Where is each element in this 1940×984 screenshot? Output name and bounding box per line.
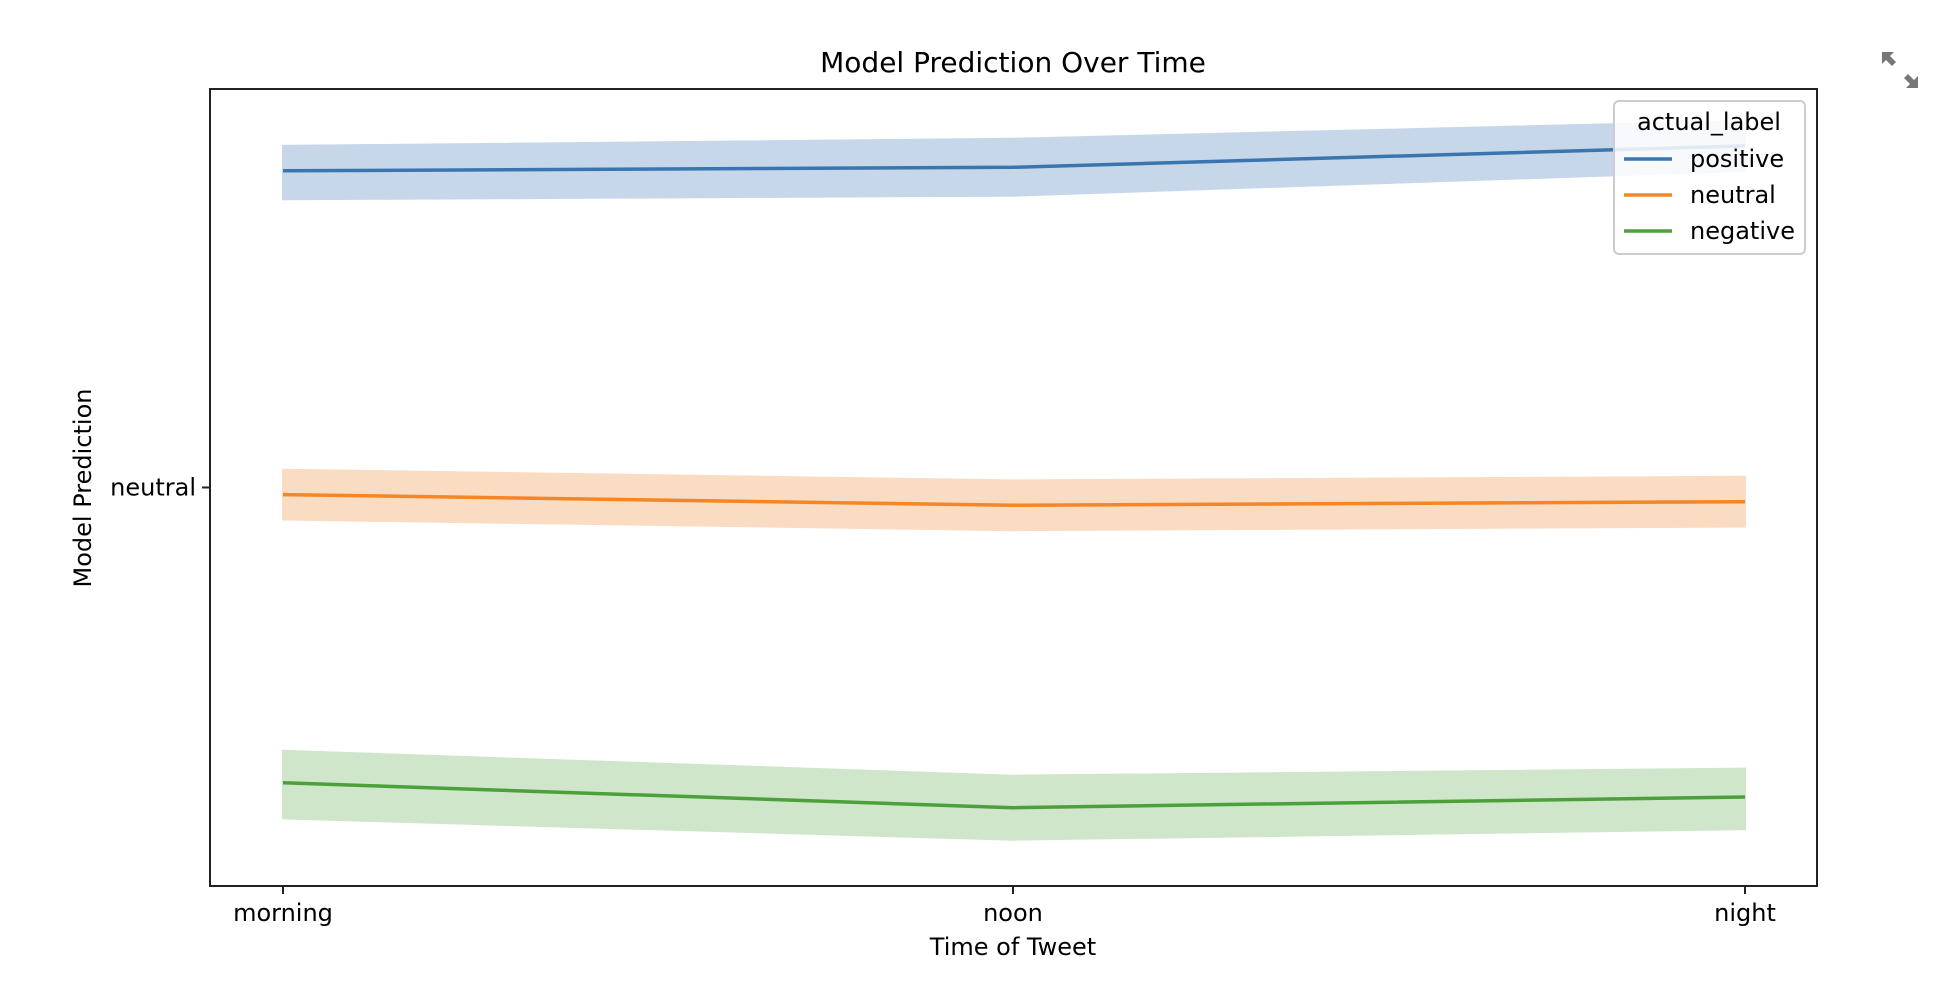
x-axis-label: Time of Tweet — [929, 933, 1096, 961]
series-lines — [282, 144, 1746, 810]
x-tick-label-night: night — [1714, 899, 1776, 927]
y-axis: neutral — [110, 474, 210, 502]
x-axis: morning noon night — [233, 886, 1776, 927]
legend-label-negative: negative — [1690, 217, 1795, 245]
expand-icon[interactable] — [1880, 50, 1920, 90]
legend-label-positive: positive — [1690, 145, 1784, 173]
series-line-neutral — [282, 492, 1746, 508]
legend-title: actual_label — [1637, 108, 1781, 136]
x-tick-label-noon: noon — [983, 899, 1043, 927]
chart-title: Model Prediction Over Time — [820, 46, 1206, 79]
series-line-positive — [282, 144, 1746, 173]
series-line-negative — [282, 781, 1746, 810]
y-tick-label-neutral: neutral — [110, 474, 196, 502]
x-tick-label-morning: morning — [233, 899, 333, 927]
ci-band-negative — [282, 749, 1746, 841]
ci-band-positive — [282, 119, 1746, 201]
legend: actual_label positive neutral negative — [1613, 100, 1806, 255]
legend-label-neutral: neutral — [1690, 181, 1776, 209]
legend-box — [1613, 100, 1806, 255]
ci-band-neutral — [282, 468, 1746, 532]
y-axis-label: Model Prediction — [69, 389, 97, 588]
confidence-bands — [282, 119, 1746, 841]
